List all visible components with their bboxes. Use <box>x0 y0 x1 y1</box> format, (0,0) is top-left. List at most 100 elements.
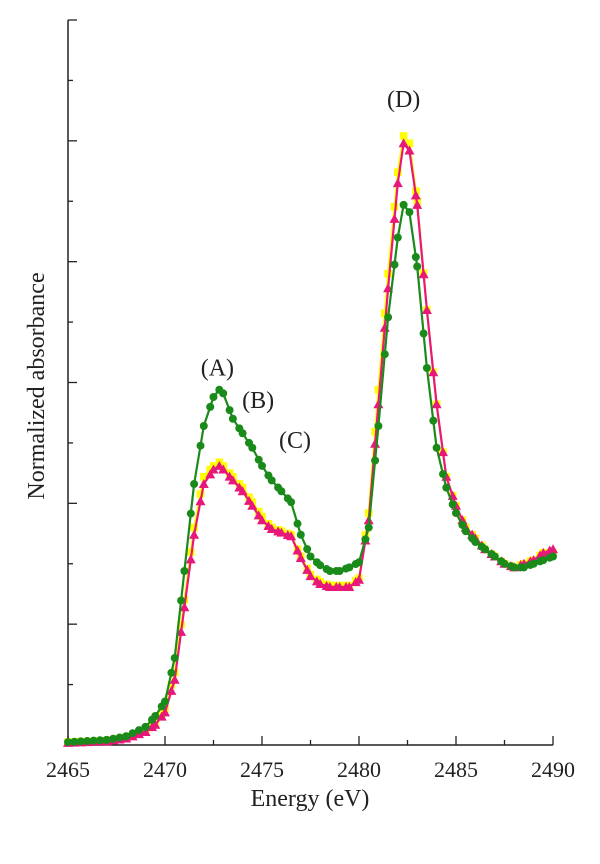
data-point <box>189 529 200 539</box>
y-axis-title: Normalized absorbance <box>24 272 50 499</box>
data-point <box>89 736 98 745</box>
x-tick-label: 2480 <box>337 757 381 782</box>
data-point <box>399 132 408 140</box>
ticks <box>67 19 554 746</box>
data-point <box>334 581 345 591</box>
data-point <box>539 556 548 565</box>
data-point <box>344 581 355 591</box>
data-point <box>292 545 303 555</box>
data-point <box>381 309 389 317</box>
data-point <box>205 469 216 479</box>
data-point <box>238 429 247 438</box>
data-point <box>287 498 296 507</box>
data-point <box>431 399 442 409</box>
data-point <box>529 559 538 568</box>
data-point <box>471 538 480 546</box>
annotation-label: (B) <box>242 388 274 414</box>
data-point <box>490 552 499 561</box>
data-point <box>115 733 124 742</box>
x-tick-label: 2485 <box>434 757 478 782</box>
data-point <box>186 509 195 518</box>
data-point <box>160 707 170 717</box>
annotations: (A) (B)(C) (D) <box>201 87 421 454</box>
data-point <box>429 416 438 425</box>
data-point <box>519 563 528 572</box>
data-point <box>177 596 186 605</box>
data-point <box>393 233 402 242</box>
data-point <box>161 697 169 706</box>
data-point <box>248 443 257 452</box>
data-point <box>390 260 399 269</box>
data-point <box>166 685 177 695</box>
data-point <box>374 385 383 394</box>
annotation-label: (C) <box>279 428 311 454</box>
data-point <box>354 574 364 584</box>
data-point <box>209 393 218 401</box>
data-point <box>432 443 441 452</box>
data-point <box>335 567 344 575</box>
data-point <box>412 199 423 209</box>
data-point <box>405 139 414 148</box>
data-point <box>64 738 72 747</box>
data-point <box>170 654 179 662</box>
x-tick-label: 2465 <box>46 757 90 782</box>
data-point <box>254 455 263 464</box>
data-point <box>102 735 111 744</box>
data-point <box>306 552 315 561</box>
data-point <box>405 208 414 217</box>
data-point <box>76 737 85 746</box>
data-point <box>267 476 276 485</box>
data-point <box>122 732 131 741</box>
data-point <box>373 399 384 409</box>
data-point <box>169 674 180 684</box>
data-point <box>371 456 380 465</box>
data-point <box>277 487 286 496</box>
data-point <box>70 737 79 746</box>
data-point <box>510 563 519 572</box>
data-point <box>548 544 558 554</box>
data-point <box>196 441 205 450</box>
series-circle <box>64 200 557 747</box>
data-point <box>150 719 161 729</box>
data-point <box>167 681 176 689</box>
data-point <box>325 567 334 575</box>
x-tick-label: 2475 <box>240 757 284 782</box>
data-point <box>228 414 237 423</box>
data-point <box>324 581 335 591</box>
data-point <box>276 527 287 537</box>
data-point <box>500 559 509 568</box>
data-point <box>439 470 448 479</box>
data-point <box>404 145 415 155</box>
data-point <box>364 523 373 532</box>
data-point <box>199 422 208 430</box>
data-point <box>549 552 557 561</box>
data-point <box>461 527 470 536</box>
data-point <box>442 483 451 492</box>
axes <box>67 20 553 746</box>
annotation-label: (A) <box>201 355 234 381</box>
data-point <box>257 515 267 525</box>
data-point <box>195 496 206 506</box>
data-point <box>316 561 325 570</box>
data-point <box>421 305 432 314</box>
data-point <box>302 564 313 574</box>
data-point <box>135 726 144 735</box>
data-point <box>200 472 208 481</box>
x-tick-label: 2470 <box>143 757 187 782</box>
data-point <box>151 712 160 720</box>
data-point <box>83 737 92 746</box>
data-point <box>219 389 228 398</box>
data-point <box>370 438 381 448</box>
data-point <box>196 490 205 498</box>
data-point <box>296 530 305 539</box>
data-point <box>410 190 421 200</box>
data-point <box>295 552 306 562</box>
data-point <box>538 547 549 557</box>
data-point <box>422 364 431 372</box>
data-point <box>179 602 190 612</box>
data-point <box>452 509 460 517</box>
data-point <box>392 178 403 188</box>
data-point <box>218 464 229 474</box>
data-point <box>206 402 215 411</box>
data-point <box>96 736 105 745</box>
